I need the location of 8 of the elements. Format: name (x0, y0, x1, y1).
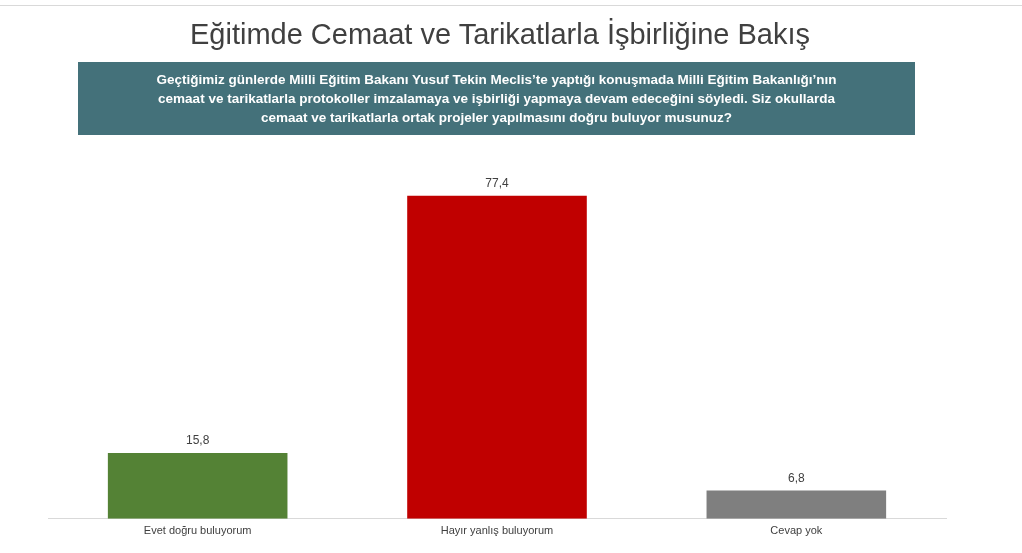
data-label: 6,8 (787, 470, 805, 485)
data-label: 15,8 (185, 433, 210, 448)
chart-title: Eğitimde Cemaat ve Tarikatlarla İşbirliğine Bakış (189, 18, 811, 51)
chart-subtitle: Geçtiğimiz günlerde Milli Eğitim Bakanı Yusuf Tekin Meclis’te yaptığı konuşmada Milli Eğitim Bakanlığı’nın cemaat ve tarikatlarla protokoller imzalamaya ve işbirliği yapmaya devam edeceğini söyledi. Siz okullarda cemaat ve tarikatlarla ortak projeler yapılmasını doğru buluyor musunuz? (155, 71, 838, 127)
x-tick-label: Cevap yok (770, 524, 823, 537)
x-tick-label: Hayır yanlış buluyorum (440, 524, 554, 537)
x-tick-label: Evet doğru buluyorum (143, 524, 252, 537)
data-label: 77,4 (485, 176, 509, 191)
